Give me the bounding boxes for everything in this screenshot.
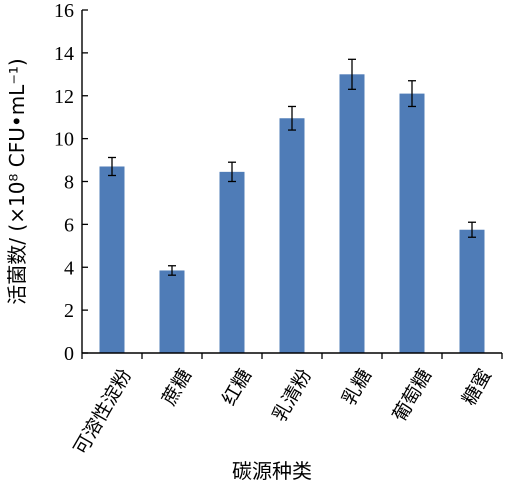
bar xyxy=(159,270,185,353)
error-bars-group xyxy=(108,58,476,276)
y-tick-label: 14 xyxy=(54,43,74,65)
error-bar xyxy=(408,80,416,108)
y-tick-label: 10 xyxy=(54,129,74,151)
x-axis-title: 碳源种类 xyxy=(232,459,312,483)
x-tick-label: 糖蜜 xyxy=(458,365,496,409)
bar xyxy=(339,74,365,353)
x-tick-label: 蔗糖 xyxy=(158,365,196,409)
y-tick-label: 0 xyxy=(64,343,74,365)
y-axis-title: 活菌数/ (×10⁸ CFU•mL⁻¹) xyxy=(5,58,29,304)
error-bar xyxy=(228,161,236,183)
x-tick-label: 乳糖 xyxy=(338,365,376,409)
error-bar xyxy=(108,156,116,177)
bar xyxy=(279,118,305,354)
bar xyxy=(459,229,485,353)
error-bar xyxy=(468,221,476,238)
bar xyxy=(99,166,125,353)
bars-group xyxy=(99,74,485,354)
error-bar xyxy=(348,58,356,90)
y-tick-label: 2 xyxy=(64,300,74,322)
x-tick-label: 乳清粉 xyxy=(269,365,317,425)
y-tick-label: 6 xyxy=(64,214,74,236)
error-bar xyxy=(168,265,176,276)
bar xyxy=(399,93,425,353)
error-bar xyxy=(288,105,296,131)
y-tick-label: 8 xyxy=(64,172,74,194)
bar xyxy=(219,171,245,353)
x-tick-label: 可溶性淀粉 xyxy=(70,365,137,458)
y-tick-label: 12 xyxy=(54,86,74,108)
y-tick-label: 16 xyxy=(54,0,74,22)
y-axis: 0 2 4 6 8 10 12 14 16 xyxy=(54,0,88,365)
x-tick-label: 红糖 xyxy=(218,365,256,409)
y-tick-label: 4 xyxy=(64,257,74,279)
x-axis: 可溶性淀粉 蔗糖 红糖 乳清粉 乳糖 葡萄糖 糖蜜 xyxy=(70,352,503,459)
x-tick-label: 葡萄糖 xyxy=(389,365,437,425)
